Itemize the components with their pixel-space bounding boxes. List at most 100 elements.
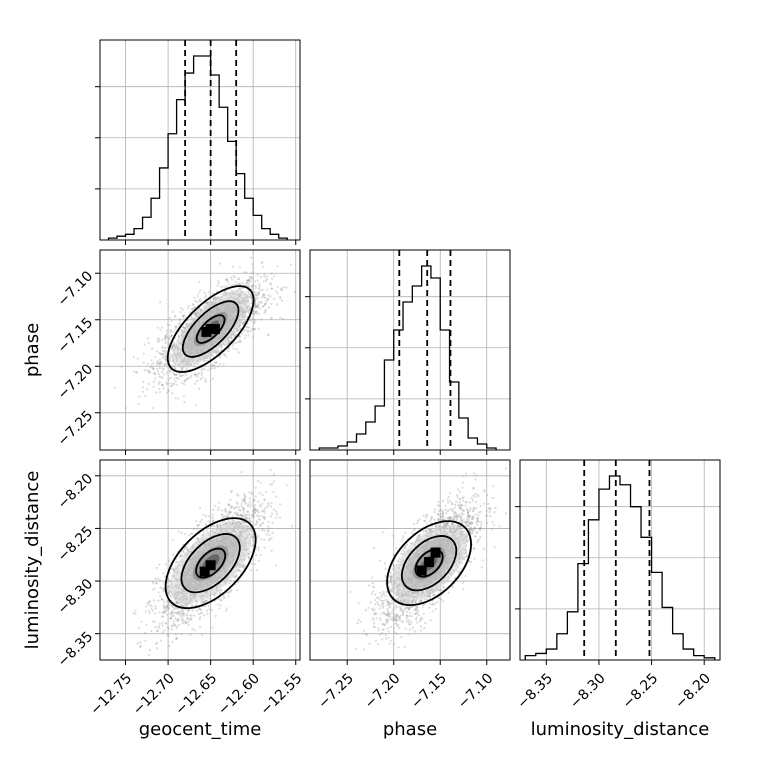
scatter-point xyxy=(160,597,163,600)
scatter-point xyxy=(153,620,156,623)
scatter-point xyxy=(207,515,210,518)
scatter-point xyxy=(262,516,265,520)
scatter-point xyxy=(216,284,219,287)
scatter-point xyxy=(291,525,294,528)
scatter-point xyxy=(172,553,175,556)
scatter-point xyxy=(193,382,197,385)
peak-pixel xyxy=(209,324,220,335)
scatter-point xyxy=(204,359,207,362)
scatter-point xyxy=(274,510,278,513)
scatter-point xyxy=(142,352,145,355)
scatter-point xyxy=(175,638,178,641)
scatter-point xyxy=(242,566,246,570)
scatter-point xyxy=(204,523,207,526)
panel-frame-hist xyxy=(99,39,301,241)
scatter-point xyxy=(222,353,226,356)
scatter-point xyxy=(252,509,256,512)
scatter-point xyxy=(166,586,169,589)
scatter-point xyxy=(252,515,255,518)
scatter-point xyxy=(267,529,270,532)
scatter-point xyxy=(217,365,220,368)
scatter-point xyxy=(199,297,202,301)
scatter-point xyxy=(260,289,263,292)
scatter-point xyxy=(250,520,253,524)
scatter-point xyxy=(142,380,145,384)
scatter-point xyxy=(205,301,208,305)
scatter-point xyxy=(203,614,206,617)
scatter-point xyxy=(263,538,266,541)
scatter-point xyxy=(192,528,195,531)
scatter-point xyxy=(267,306,270,309)
scatter-point xyxy=(171,539,174,542)
scatter-point xyxy=(191,303,194,306)
scatter-point xyxy=(169,382,172,385)
scatter-point xyxy=(173,373,176,376)
scatter-point xyxy=(153,587,156,590)
scatter-point xyxy=(225,591,228,594)
scatter-point xyxy=(228,341,231,344)
scatter-point xyxy=(261,305,264,308)
scatter-point xyxy=(165,381,168,384)
scatter-point xyxy=(193,373,196,376)
scatter-point xyxy=(161,354,164,357)
scatter-point xyxy=(241,332,244,335)
scatter-point xyxy=(268,527,271,530)
scatter-point xyxy=(262,293,265,297)
scatter-point xyxy=(213,296,217,299)
scatter-point xyxy=(157,599,160,602)
scatter-point xyxy=(150,604,153,607)
scatter-point xyxy=(158,366,161,370)
scatter-point xyxy=(180,633,183,636)
scatter-point xyxy=(247,311,250,314)
scatter-point xyxy=(138,627,141,630)
scatter-point xyxy=(170,354,173,357)
scatter-point xyxy=(158,611,161,614)
scatter-point xyxy=(253,305,256,308)
scatter-point xyxy=(183,612,186,615)
scatter-point xyxy=(217,280,220,283)
scatter-point xyxy=(246,525,249,528)
scatter-point xyxy=(208,608,211,611)
scatter-point xyxy=(206,301,209,304)
scatter-point xyxy=(246,326,249,329)
scatter-point xyxy=(214,361,217,365)
scatter-point xyxy=(252,321,255,324)
scatter-point xyxy=(269,483,272,486)
scatter-point xyxy=(171,364,174,367)
scatter-point xyxy=(168,604,171,607)
scatter-point xyxy=(168,571,172,574)
scatter-point xyxy=(244,521,247,524)
scatter-point xyxy=(213,367,216,370)
scatter-point xyxy=(245,271,248,274)
scatter-point xyxy=(182,326,186,329)
scatter-point xyxy=(185,621,188,625)
scatter-point xyxy=(233,507,236,510)
scatter-point xyxy=(238,340,241,344)
scatter-point xyxy=(181,612,184,616)
scatter-point xyxy=(225,607,228,610)
scatter-point xyxy=(251,270,255,273)
scatter-point xyxy=(254,306,257,309)
scatter-point xyxy=(180,604,183,607)
scatter-point xyxy=(254,286,257,289)
scatter-point xyxy=(278,295,282,299)
scatter-point xyxy=(191,627,194,631)
scatter-point xyxy=(252,317,255,321)
scatter-point xyxy=(169,617,172,620)
scatter-point xyxy=(172,567,175,570)
scatter-point xyxy=(237,277,240,281)
scatter-point xyxy=(166,601,170,604)
scatter-point xyxy=(257,290,260,294)
scatter-point xyxy=(281,317,284,320)
scatter-point xyxy=(207,369,210,372)
scatter-point xyxy=(258,524,262,528)
scatter-point xyxy=(228,510,231,513)
scatter-point xyxy=(243,500,246,503)
scatter-point xyxy=(179,375,182,378)
scatter-point xyxy=(260,515,263,518)
scatter-point xyxy=(227,503,230,506)
scatter-point xyxy=(276,265,279,268)
scatter-point xyxy=(256,509,259,512)
scatter-point xyxy=(149,366,152,369)
scatter-point xyxy=(162,587,165,591)
